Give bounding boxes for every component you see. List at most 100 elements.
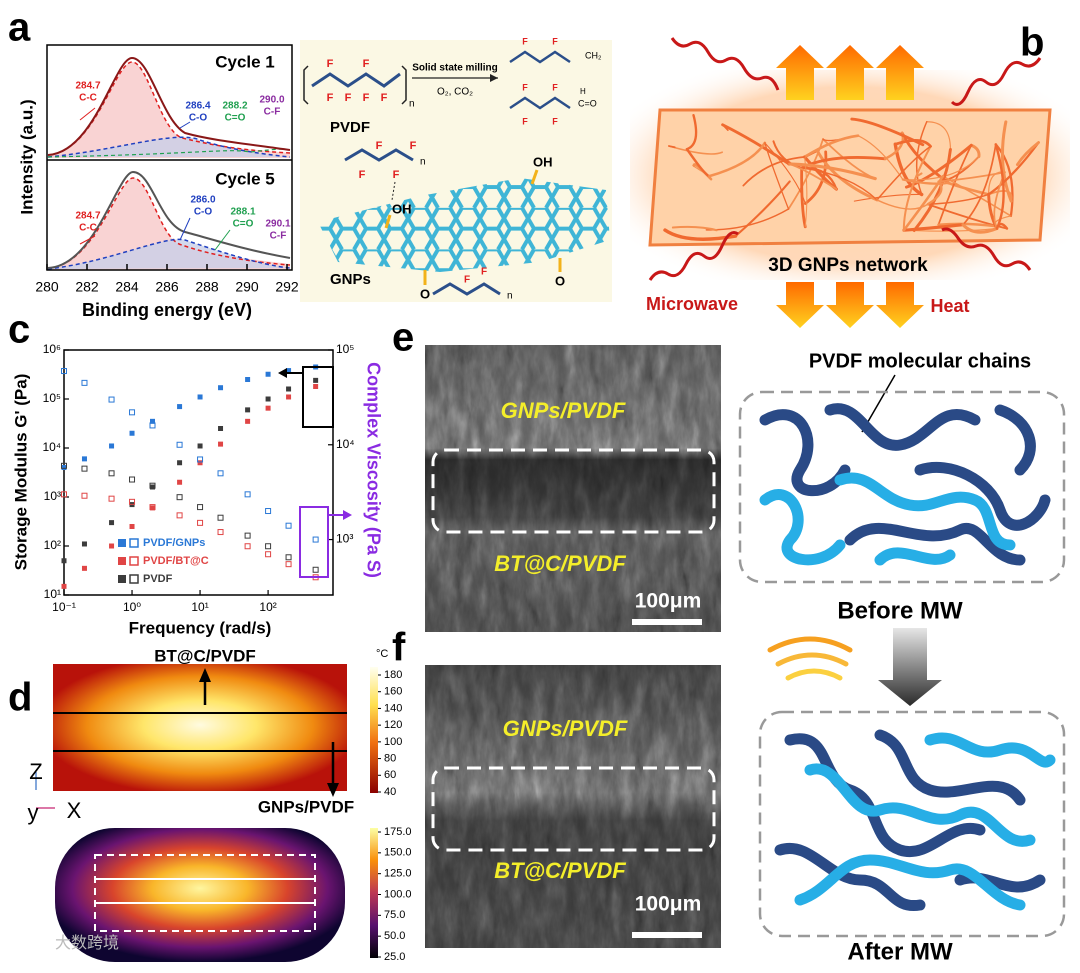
group: OH	[392, 201, 412, 216]
chain	[804, 763, 1036, 847]
scale-label: 100μm	[635, 590, 702, 613]
y-axis-label: Storage Modulus G' (Pa)	[11, 374, 30, 571]
dark-chains	[759, 403, 1051, 566]
network-strand	[787, 162, 877, 181]
x-tick-label: 10²	[259, 600, 276, 614]
fluorine-labels: F F F F F F	[327, 58, 388, 104]
peak-position: 284.7	[75, 81, 100, 92]
chain	[759, 489, 846, 566]
legend-swatch	[129, 574, 139, 584]
open-marker	[129, 498, 136, 505]
filled-marker	[61, 583, 67, 589]
chain	[311, 72, 401, 88]
x-axis-label: Frequency (rad/s)	[129, 618, 272, 637]
repeat: n	[420, 157, 426, 168]
filled-marker	[245, 377, 251, 383]
chain	[432, 282, 501, 296]
open-marker	[265, 543, 272, 550]
filled-marker	[61, 558, 67, 564]
atom: H	[580, 87, 586, 96]
open-marker	[149, 482, 156, 489]
dark-chains	[774, 729, 1046, 912]
panel-label: a	[8, 6, 31, 50]
filled-marker	[81, 541, 87, 547]
highlight-box	[299, 506, 329, 578]
filled-marker	[150, 484, 156, 490]
heatmap	[55, 828, 345, 962]
sem-e: GNPs/PVDF BT@C/PVDF 100μm	[425, 345, 721, 632]
peak-label: C-O	[189, 113, 208, 124]
network-strand	[804, 156, 808, 228]
open-marker	[176, 441, 183, 448]
chain-schematic: PVDF molecular chains Before MW After MW	[738, 350, 1066, 965]
x-tick-label: 282	[75, 279, 99, 295]
group: O	[420, 286, 430, 301]
arrow-head	[343, 510, 352, 520]
chain	[824, 403, 981, 451]
open-marker	[285, 522, 292, 529]
open-marker	[312, 536, 319, 543]
colorbar-tick-label: 100.0	[384, 888, 412, 900]
atom: F	[552, 36, 558, 46]
leader	[179, 217, 191, 241]
open-marker	[285, 554, 292, 561]
peak-position: 288.2	[222, 101, 247, 112]
layer-label: GNPs/PVDF	[501, 398, 626, 423]
chain	[874, 547, 956, 566]
legend-swatch	[118, 575, 126, 583]
sem-shade	[425, 345, 721, 632]
chain	[759, 409, 851, 497]
chain	[874, 729, 1026, 806]
filled-marker	[286, 368, 292, 374]
atom: F	[327, 92, 334, 104]
network-strand	[708, 141, 767, 178]
fit-curve	[47, 177, 291, 269]
filled-marker	[197, 443, 203, 449]
open-marker	[149, 504, 156, 511]
arrow	[776, 282, 824, 328]
network-strand	[668, 145, 676, 149]
group: OH	[533, 154, 553, 169]
network-strand	[937, 171, 1006, 183]
bracket	[303, 65, 407, 105]
filled-marker	[218, 385, 224, 391]
open-marker	[217, 514, 224, 521]
network-strand	[800, 166, 807, 229]
legend-label: PVDF/BT@C	[143, 555, 209, 567]
open-marker	[312, 566, 319, 573]
open-marker	[244, 491, 251, 498]
end-group: C=O	[578, 98, 597, 108]
layer-label: BT@C/PVDF	[494, 858, 626, 883]
plot-frame	[46, 44, 293, 271]
x-tick-label: 10⁻¹	[52, 600, 76, 614]
open-marker	[217, 470, 224, 477]
axis-label: y	[28, 800, 39, 825]
x-axis-label: Binding energy (eV)	[82, 300, 252, 320]
panel-label: e	[392, 316, 414, 360]
network-strand	[915, 120, 928, 196]
network-strand	[1000, 120, 1013, 203]
network-strand	[927, 193, 990, 205]
peak-labels: 284.7C-C286.4C-O288.2C=O290.0C-F284.7C-C…	[75, 81, 290, 242]
filled-marker	[265, 371, 271, 377]
network-strand	[926, 180, 943, 206]
open-marker	[61, 368, 67, 375]
fit-curve	[47, 238, 291, 270]
state-label: After MW	[847, 938, 953, 965]
network-strand	[987, 141, 1040, 196]
x-tick-label: 10⁰	[123, 600, 141, 614]
leader	[179, 121, 191, 129]
network-strand	[800, 167, 878, 201]
atom: F	[359, 169, 366, 181]
legend-swatch	[129, 538, 139, 548]
panel-label: b	[1020, 21, 1044, 65]
colorbar	[370, 828, 378, 958]
open-marker	[244, 532, 251, 539]
state-label: Before MW	[837, 597, 963, 624]
colorbar-tick-label: 150.0	[384, 847, 412, 859]
repeat: n	[507, 291, 513, 302]
filled-marker	[109, 520, 115, 526]
network-strand	[1015, 141, 1040, 166]
colorbar-tick-label: 120	[384, 719, 402, 731]
